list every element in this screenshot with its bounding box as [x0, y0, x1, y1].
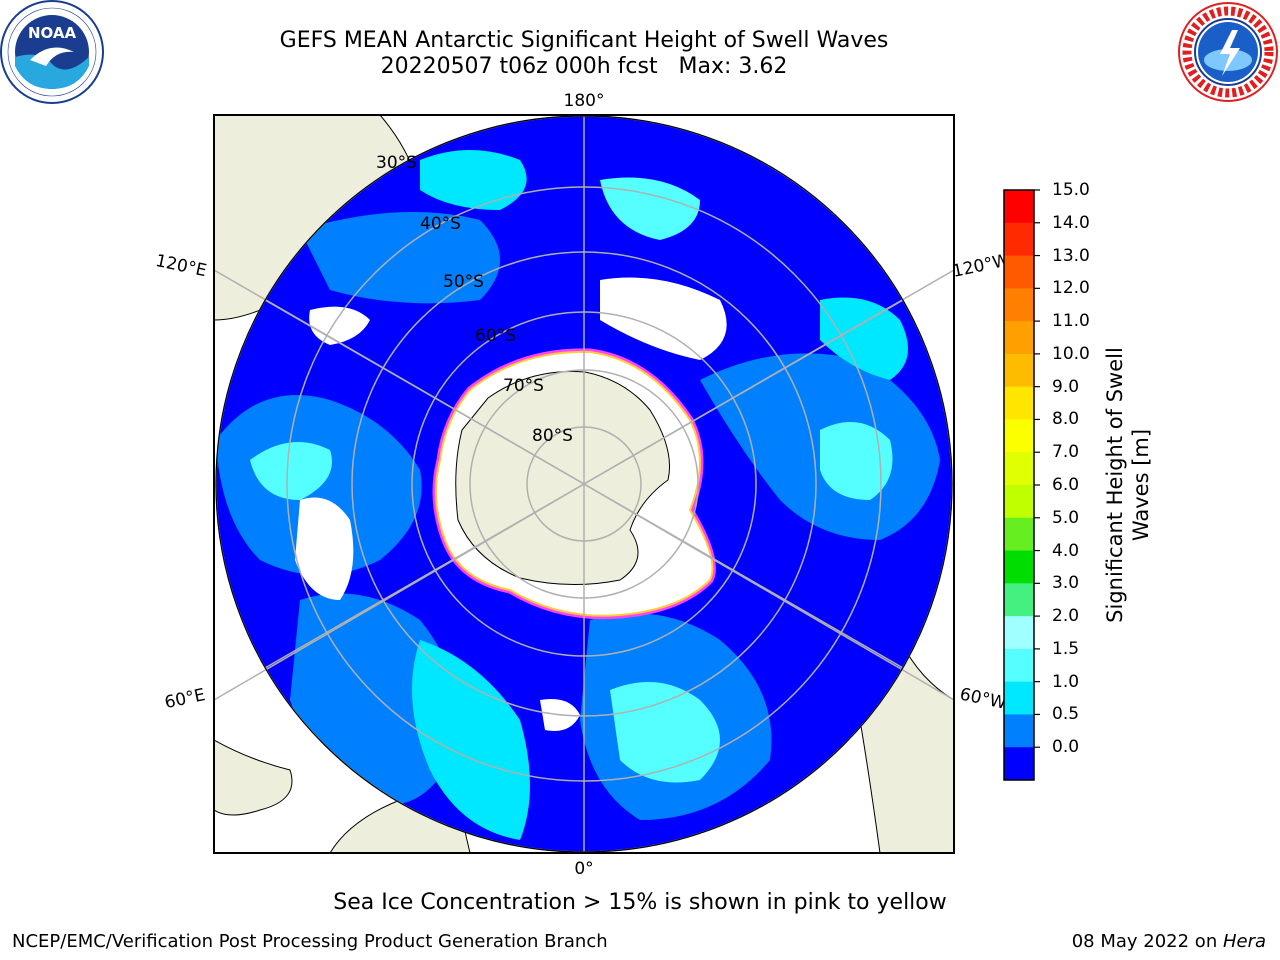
noaa-logo: NOAA	[0, 0, 104, 104]
colorbar-segment	[1004, 190, 1034, 224]
footer-date: 08 May 2022 on Hera	[1072, 931, 1266, 952]
chart-title: GEFS MEAN Antarctic Significant Height o…	[279, 28, 889, 53]
colorbar-segment	[1004, 255, 1034, 289]
sea-ice-note: Sea Ice Concentration > 15% is shown in …	[333, 890, 947, 915]
colorbar-segment	[1004, 485, 1034, 519]
antarctica	[432, 348, 716, 620]
footer-credit: NCEP/EMC/Verification Post Processing Pr…	[12, 931, 608, 952]
colorbar-segment	[1004, 222, 1034, 257]
label-50s: 50°S	[443, 272, 484, 292]
colorbar-tick-label: 1.5	[1052, 638, 1080, 659]
colorbar-tick-label: 11.0	[1052, 311, 1090, 332]
colorbar-tick-label: 10.0	[1052, 343, 1090, 364]
label-120e: 120°E	[154, 251, 209, 281]
colorbar-segment	[1004, 452, 1034, 486]
colorbar-segment	[1004, 550, 1034, 584]
colorbar-segment	[1004, 616, 1034, 650]
colorbar-segment	[1004, 714, 1034, 748]
colorbar-tick-label: 15.0	[1052, 180, 1090, 200]
colorbar-tick-label: 5.0	[1052, 507, 1080, 528]
noaa-logo-text: NOAA	[28, 24, 77, 42]
footer-date-text: 08 May 2022 on	[1071, 931, 1223, 952]
colorbar-tick-label: 9.0	[1052, 376, 1080, 397]
label-120w: 120°W	[951, 250, 1012, 282]
colorbar-segment	[1004, 386, 1034, 420]
colorbar-title: Significant Height of Swell Waves [m]	[1102, 295, 1154, 675]
colorbar-title-line1: Significant Height of Swell	[1103, 347, 1127, 623]
colorbar-tick-label: 0.0	[1052, 737, 1080, 758]
label-80s: 80°S	[532, 426, 573, 446]
nws-logo	[1178, 2, 1278, 102]
label-0: 0°	[574, 859, 593, 879]
colorbar-segment	[1004, 288, 1034, 322]
colorbar-segment	[1004, 353, 1034, 388]
label-60e: 60°E	[163, 685, 207, 713]
colorbar-tick-label: 12.0	[1052, 278, 1090, 299]
colorbar-segment	[1004, 747, 1034, 781]
colorbar-tick-label: 6.0	[1052, 475, 1080, 495]
colorbar-tick-label: 4.0	[1052, 540, 1080, 561]
label-180: 180°	[564, 91, 605, 111]
colorbar-tick-label: 0.5	[1052, 704, 1080, 725]
colorbar-segment	[1004, 583, 1034, 617]
label-30s: 30°S	[376, 153, 417, 173]
chart-subtitle: 20220507 t06z 000h fcst Max: 3.62	[380, 54, 788, 79]
footer-machine: Hera	[1222, 931, 1266, 952]
colorbar-title-line2: Waves [m]	[1129, 428, 1153, 542]
label-60s: 60°S	[475, 326, 516, 346]
colorbar-tick-label: 8.0	[1052, 409, 1080, 430]
colorbar-tick-label: 13.0	[1052, 245, 1090, 266]
colorbar-segment	[1004, 419, 1034, 453]
colorbar-tick-label: 2.0	[1052, 606, 1080, 627]
colorbar-tick-label: 7.0	[1052, 442, 1080, 463]
colorbar-tick-label: 3.0	[1052, 573, 1080, 594]
colorbar-tick-label: 1.0	[1052, 671, 1080, 692]
label-70s: 70°S	[503, 376, 544, 396]
colorbar	[1003, 189, 1040, 781]
colorbar-segment	[1004, 681, 1034, 715]
colorbar-segment	[1004, 648, 1034, 683]
colorbar-segment	[1004, 517, 1034, 552]
label-40s: 40°S	[420, 214, 461, 234]
colorbar-segment	[1004, 321, 1034, 355]
label-60w: 60°W	[958, 684, 1008, 713]
colorbar-tick-label: 14.0	[1052, 212, 1090, 233]
map-frame	[213, 114, 955, 854]
